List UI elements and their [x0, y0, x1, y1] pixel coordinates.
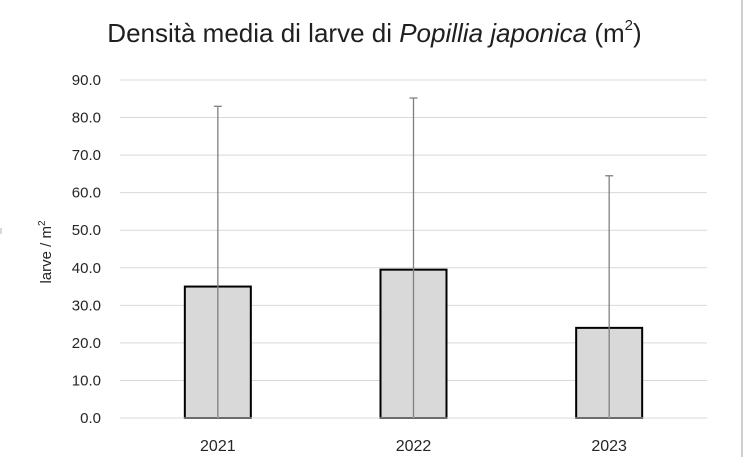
y-tick-label: 70.0	[72, 147, 101, 164]
y-tick-label: 30.0	[72, 297, 101, 314]
x-tick-label: 2023	[591, 438, 627, 455]
chart-title-text: Densità media di larve di	[107, 18, 400, 48]
chart-frame-edge	[741, 0, 743, 457]
y-tick-label: 90.0	[72, 72, 101, 89]
y-axis-label: larve / m2	[37, 220, 55, 284]
chart-title-species: Popillia japonica	[399, 18, 588, 48]
x-tick-label: 2021	[200, 438, 236, 455]
chart-frame-mark	[0, 228, 2, 234]
y-tick-label: 80.0	[72, 110, 101, 127]
y-tick-label: 10.0	[72, 372, 101, 389]
chart-title-unit-close: )	[633, 18, 642, 48]
chart-title-unit-exponent: 2	[624, 17, 634, 35]
x-tick-label: 2022	[396, 438, 432, 455]
y-tick-label: 50.0	[72, 222, 101, 239]
y-tick-label: 40.0	[72, 260, 101, 277]
y-tick-label: 0.0	[80, 410, 101, 427]
y-tick-label: 20.0	[72, 335, 101, 352]
chart-title: Densità media di larve di Popillia japon…	[0, 17, 749, 49]
chart-title-unit: (m	[587, 18, 625, 48]
y-tick-label: 60.0	[72, 185, 101, 202]
